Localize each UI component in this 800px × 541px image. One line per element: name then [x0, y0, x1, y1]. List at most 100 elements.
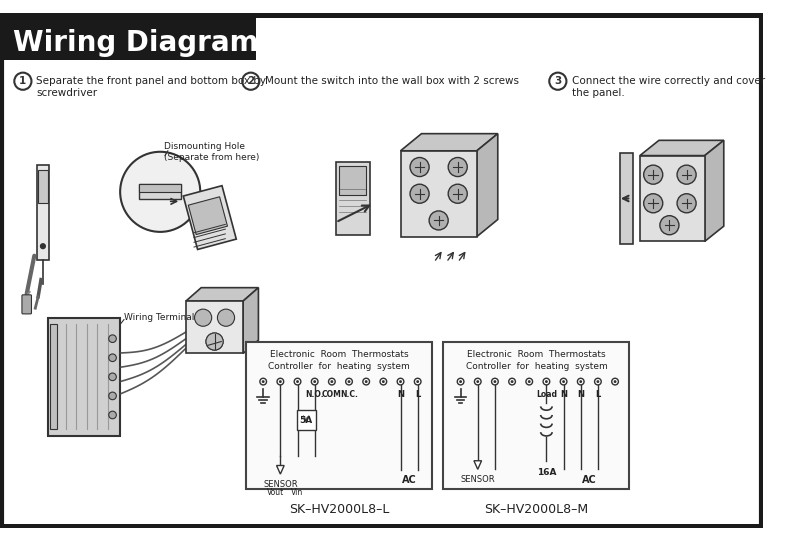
- FancyBboxPatch shape: [2, 15, 761, 526]
- Text: Controller  for  heating  system: Controller for heating system: [268, 362, 410, 371]
- Text: SENSOR: SENSOR: [461, 475, 495, 484]
- FancyBboxPatch shape: [336, 162, 370, 235]
- Polygon shape: [705, 140, 724, 241]
- Text: N: N: [397, 390, 404, 399]
- FancyBboxPatch shape: [186, 301, 243, 353]
- Text: N.C.: N.C.: [340, 390, 358, 399]
- Text: Vout: Vout: [267, 489, 284, 497]
- Circle shape: [120, 152, 200, 232]
- Circle shape: [416, 380, 419, 383]
- Circle shape: [194, 309, 212, 326]
- Circle shape: [330, 380, 334, 383]
- Circle shape: [459, 380, 462, 383]
- Circle shape: [109, 373, 116, 381]
- Text: Connect the wire correctly and cover
the panel.: Connect the wire correctly and cover the…: [572, 76, 766, 98]
- Circle shape: [262, 380, 265, 383]
- Circle shape: [109, 354, 116, 361]
- Polygon shape: [2, 15, 255, 60]
- FancyBboxPatch shape: [50, 325, 58, 429]
- Circle shape: [562, 380, 565, 383]
- Text: 3: 3: [554, 76, 562, 86]
- Circle shape: [296, 380, 299, 383]
- Polygon shape: [186, 288, 258, 301]
- Text: Electronic  Room  Thermostats: Electronic Room Thermostats: [467, 351, 606, 359]
- Circle shape: [109, 335, 116, 342]
- Circle shape: [494, 380, 496, 383]
- Circle shape: [660, 216, 679, 235]
- Circle shape: [109, 411, 116, 419]
- Text: 1: 1: [19, 76, 26, 86]
- Circle shape: [528, 380, 530, 383]
- Circle shape: [510, 380, 514, 383]
- Circle shape: [410, 184, 429, 203]
- Circle shape: [206, 333, 223, 350]
- Text: Load: Load: [536, 390, 557, 399]
- Polygon shape: [243, 288, 258, 353]
- Text: L: L: [595, 390, 601, 399]
- Text: Dismounting Hole
(Separate from here): Dismounting Hole (Separate from here): [164, 142, 259, 162]
- FancyBboxPatch shape: [339, 166, 366, 195]
- Text: L: L: [415, 390, 420, 399]
- Circle shape: [41, 244, 46, 248]
- Text: Separate the front panel and bottom box by
screwdriver: Separate the front panel and bottom box …: [36, 76, 266, 98]
- Polygon shape: [640, 140, 724, 156]
- Text: N.O.: N.O.: [306, 390, 324, 399]
- Circle shape: [109, 392, 116, 400]
- Text: 5A: 5A: [299, 415, 313, 425]
- Circle shape: [597, 380, 599, 383]
- Circle shape: [382, 380, 385, 383]
- Circle shape: [644, 194, 662, 213]
- Text: SK–HV2000L8–M: SK–HV2000L8–M: [484, 503, 589, 516]
- Polygon shape: [188, 197, 227, 235]
- FancyBboxPatch shape: [443, 341, 630, 490]
- Circle shape: [429, 211, 448, 230]
- Text: SENSOR: SENSOR: [263, 480, 298, 489]
- Text: Vin: Vin: [291, 489, 304, 497]
- FancyBboxPatch shape: [139, 184, 181, 200]
- Text: Controller  for  heating  system: Controller for heating system: [466, 362, 607, 371]
- FancyBboxPatch shape: [620, 153, 633, 245]
- Circle shape: [448, 157, 467, 176]
- FancyBboxPatch shape: [139, 184, 181, 192]
- FancyBboxPatch shape: [255, 15, 761, 18]
- Text: AC: AC: [582, 475, 597, 485]
- Text: N: N: [578, 390, 584, 399]
- FancyBboxPatch shape: [38, 170, 48, 203]
- Text: Mount the switch into the wall box with 2 screws: Mount the switch into the wall box with …: [265, 76, 519, 87]
- Circle shape: [365, 380, 368, 383]
- Polygon shape: [277, 465, 284, 474]
- Circle shape: [476, 380, 479, 383]
- Text: SK–HV2000L8–L: SK–HV2000L8–L: [289, 503, 389, 516]
- FancyBboxPatch shape: [37, 165, 49, 260]
- Text: N: N: [560, 390, 567, 399]
- Circle shape: [206, 333, 223, 350]
- Text: Electronic  Room  Thermostats: Electronic Room Thermostats: [270, 351, 408, 359]
- FancyBboxPatch shape: [2, 524, 761, 527]
- Text: 2: 2: [247, 76, 254, 86]
- Circle shape: [448, 184, 467, 203]
- FancyBboxPatch shape: [401, 151, 477, 236]
- Circle shape: [279, 380, 282, 383]
- FancyBboxPatch shape: [48, 318, 120, 436]
- Text: COM: COM: [322, 390, 342, 399]
- Circle shape: [579, 380, 582, 383]
- Polygon shape: [477, 134, 498, 236]
- Circle shape: [314, 380, 316, 383]
- FancyBboxPatch shape: [297, 410, 316, 430]
- Circle shape: [410, 157, 429, 176]
- FancyBboxPatch shape: [246, 341, 432, 490]
- Circle shape: [614, 380, 617, 383]
- Text: Wiring Terminal: Wiring Terminal: [124, 313, 194, 322]
- Text: Wiring Diagram: Wiring Diagram: [14, 29, 259, 57]
- Circle shape: [347, 380, 350, 383]
- Circle shape: [218, 309, 234, 326]
- Circle shape: [545, 380, 548, 383]
- Circle shape: [677, 194, 696, 213]
- Polygon shape: [401, 134, 498, 151]
- FancyBboxPatch shape: [22, 295, 31, 314]
- Circle shape: [399, 380, 402, 383]
- Text: 16A: 16A: [537, 469, 556, 477]
- Polygon shape: [474, 461, 482, 470]
- Text: AC: AC: [402, 475, 417, 485]
- Circle shape: [677, 165, 696, 184]
